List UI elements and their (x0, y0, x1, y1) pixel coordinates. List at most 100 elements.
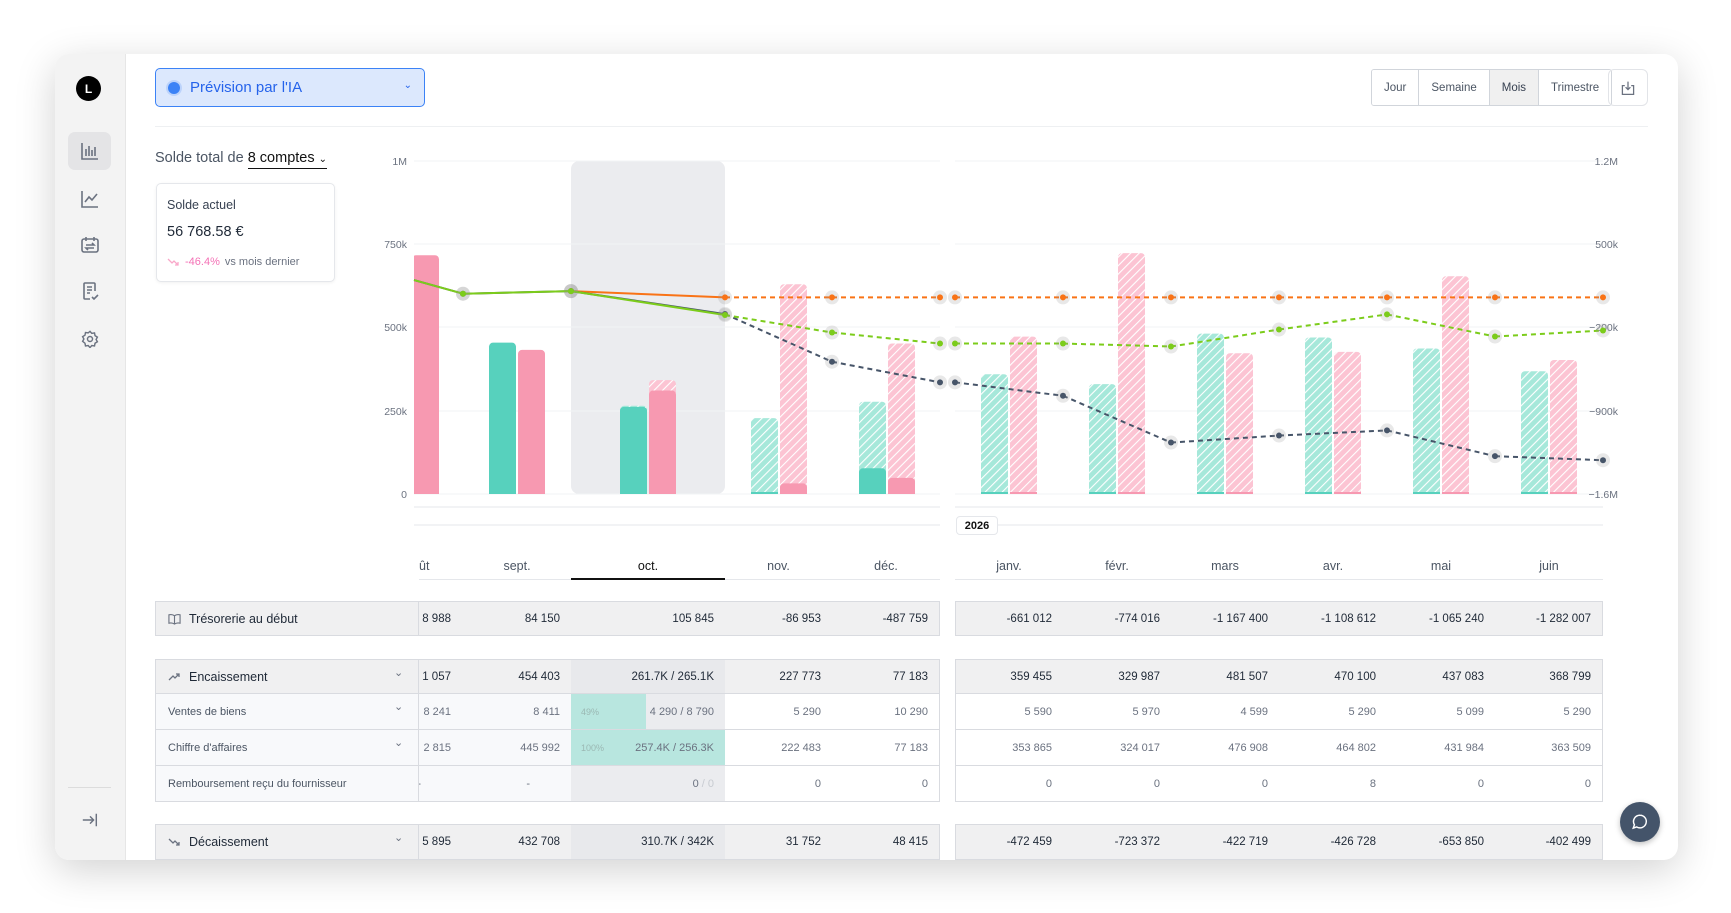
sidebar-item-transactions[interactable] (68, 226, 111, 264)
month-header[interactable]: mai (1430, 558, 1452, 573)
month-header[interactable]: juin (1539, 558, 1559, 573)
row-label-2[interactable]: Ventes de biens ⌄ (155, 694, 419, 730)
bar-encaissement-actual (620, 406, 647, 494)
line-point (1060, 340, 1066, 347)
cell-value: 0 (921, 777, 928, 790)
table-cell: 100% 257.4K / 256.3K (571, 730, 725, 766)
cell-value: - (526, 777, 530, 790)
table-cell: 227 773 (725, 659, 832, 694)
period-semaine[interactable]: Semaine (1419, 70, 1490, 105)
row-label-5[interactable]: Décaissement ⌄ (155, 824, 419, 860)
left-axis-tick: 500k (384, 322, 408, 334)
line-point (1384, 294, 1390, 301)
row-label-text: Chiffre d'affaires (168, 741, 248, 754)
sidebar-item-reports[interactable] (68, 272, 111, 310)
row-label-1[interactable]: Encaissement ⌄ (155, 659, 419, 694)
line-segment (1494, 455, 1604, 462)
table-cell: 476 908 (1171, 730, 1279, 766)
line-point (1492, 294, 1498, 301)
cell-value: 77 183 (894, 741, 928, 754)
line-segment (1170, 434, 1280, 444)
period-mois[interactable]: Mois (1489, 70, 1540, 105)
table-cell: 4 599 (1171, 694, 1279, 730)
table-cell: 324 017 (1063, 730, 1171, 766)
left-axis-tick: 250k (384, 406, 408, 418)
line-point (829, 329, 835, 336)
month-header[interactable]: nov. (767, 558, 790, 573)
total-balance-prefix: Solde total de (155, 150, 244, 166)
cell-value: 222 483 (781, 741, 821, 754)
left-axis-tick: 0 (401, 489, 407, 501)
sidebar (55, 54, 126, 860)
bar-group-6 (1089, 253, 1145, 494)
arrow-right-to-line-icon (82, 813, 97, 827)
chevron-down-icon[interactable]: ⌄ (394, 832, 404, 844)
line-segment (1386, 313, 1496, 338)
table-cell: 329 987 (1063, 659, 1171, 694)
chat-button[interactable] (1620, 802, 1660, 842)
row-label-3[interactable]: Chiffre d'affaires ⌄ (155, 730, 419, 766)
bar-group-10 (1521, 359, 1577, 494)
month-header[interactable]: janv. (996, 558, 1022, 573)
month-header[interactable]: déc. (874, 558, 898, 573)
cell-value: 227 773 (779, 670, 821, 683)
bar-group-3 (751, 284, 807, 494)
line-chart-icon (80, 191, 98, 208)
selected-month-indicator (571, 578, 725, 580)
progress-percent: 49% (581, 706, 600, 717)
bar-group-0 (414, 255, 439, 494)
bar-base (1118, 492, 1145, 494)
scenario-dropdown[interactable]: Prévision par l'IA ⌄ (155, 68, 425, 107)
period-jour[interactable]: Jour (1372, 70, 1420, 105)
cell-value: 310.7K / 342K (641, 836, 714, 848)
scenario-dot-icon (168, 81, 180, 94)
bar-decaissement-actual (888, 477, 915, 494)
table-cell: -422 719 (1171, 824, 1279, 860)
table-cell: - (463, 766, 571, 802)
table-cell: 77 183 (832, 730, 940, 766)
bar-decaissement-actual (414, 255, 439, 494)
bar-decaissement-forecast (1226, 353, 1253, 494)
line-segment (831, 360, 941, 384)
table-cell: 8 (1279, 766, 1387, 802)
line-point (1492, 333, 1498, 340)
period-trimestre[interactable]: Trimestre (1539, 70, 1612, 105)
month-header[interactable]: févr. (1105, 558, 1129, 573)
table-cell: - (419, 766, 463, 802)
cell-value: 105 845 (672, 612, 714, 625)
month-header[interactable]: oct. (637, 558, 659, 573)
accounts-selector[interactable]: 8 comptes ⌄ (247, 150, 328, 169)
chevron-down-icon[interactable]: ⌄ (394, 737, 404, 749)
line-segment (570, 290, 726, 317)
table-cell: 0 (725, 766, 832, 802)
table-cell: 77 183 (832, 659, 940, 694)
line-point (722, 294, 728, 301)
bar-base (751, 492, 778, 494)
workspace-logo[interactable]: L (76, 76, 101, 101)
balance-change: -46.4% vs mois dernier (167, 256, 299, 268)
line-point (829, 358, 835, 365)
checklist-icon (82, 282, 99, 301)
cell-value: 2 815 (423, 741, 451, 754)
sidebar-item-analytics[interactable] (68, 180, 111, 218)
chevron-down-icon[interactable]: ⌄ (394, 701, 404, 713)
download-button[interactable] (1608, 69, 1648, 106)
left-axis-tick: 750k (384, 239, 408, 251)
month-header[interactable]: ût (419, 558, 430, 573)
line-segment (1278, 429, 1388, 437)
collapse-sidebar-button[interactable] (68, 801, 111, 839)
bar-decaissement-forecast (1334, 351, 1361, 494)
card-title: Solde actuel (167, 198, 236, 212)
sidebar-item-dashboard[interactable] (68, 132, 111, 170)
sidebar-item-settings[interactable] (68, 320, 111, 358)
month-header[interactable]: mars (1211, 558, 1239, 573)
bar-group-1 (489, 342, 545, 494)
month-header[interactable]: sept. (503, 558, 531, 573)
table-cell: -653 850 (1387, 824, 1495, 860)
chevron-down-icon[interactable]: ⌄ (394, 666, 404, 679)
bar-decaissement-forecast (1010, 336, 1037, 494)
line-segment (413, 279, 464, 295)
period-selector: Jour Semaine Mois Trimestre (1371, 69, 1613, 106)
month-header[interactable]: avr. (1322, 558, 1344, 573)
line-point (952, 379, 958, 386)
